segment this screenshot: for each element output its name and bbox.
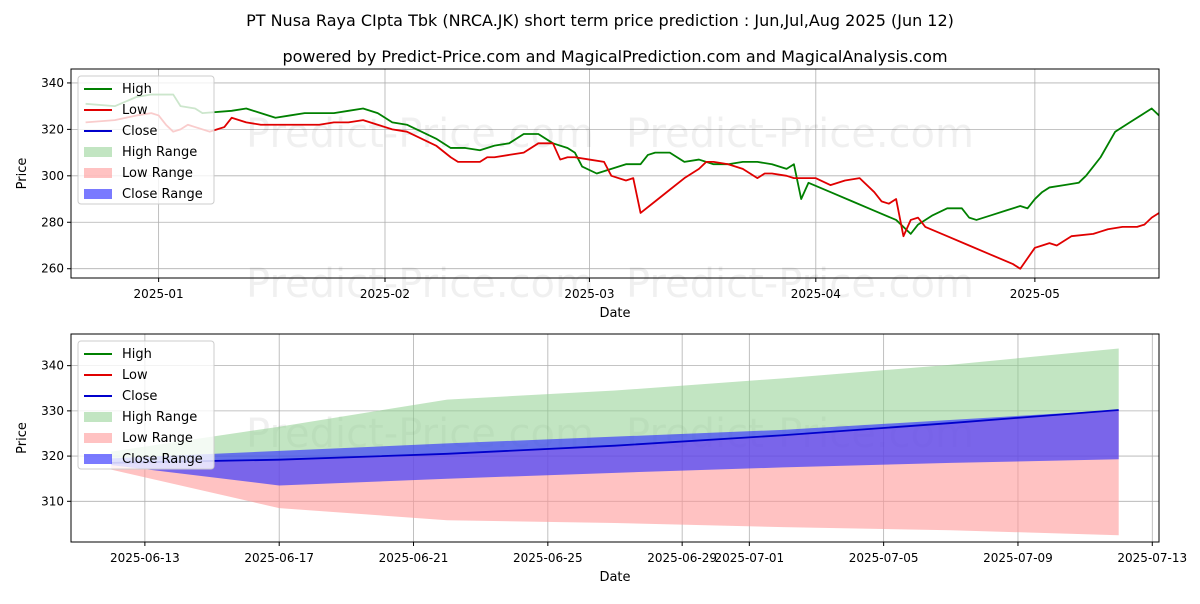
legend-label: Close — [122, 389, 157, 404]
legend-label: High — [122, 82, 152, 97]
watermark-text: Predict-Price.com — [246, 261, 594, 307]
x-tick-label: 2025-05 — [1010, 287, 1060, 301]
legend-label: Close Range — [122, 452, 203, 467]
legend-swatch — [84, 412, 112, 422]
chart-subtitle: powered by Predict-Price.com and Magical… — [282, 47, 947, 66]
plot-frame — [70, 333, 1160, 543]
x-tick-label: 2025-06-29 — [647, 551, 717, 565]
x-axis-label: Date — [599, 570, 630, 585]
legend-swatch — [84, 168, 112, 178]
top-panel: Predict-Price.com Predict-Price.com Predic… — [15, 68, 1160, 321]
legend-label: High Range — [122, 410, 197, 425]
legend-label: Low Range — [122, 166, 193, 181]
y-tick-label: 340 — [41, 359, 64, 373]
y-tick-label: 310 — [41, 494, 64, 508]
plot-area — [85, 93, 1159, 270]
y-tick-label: 340 — [41, 76, 64, 90]
chart-title: PT Nusa Raya CIpta Tbk (NRCA.JK) short t… — [246, 11, 954, 30]
plot-area — [111, 348, 1119, 536]
y-tick-label: 320 — [41, 449, 64, 463]
y-axis-label: Price — [15, 158, 30, 190]
x-tick-label: 2025-01 — [134, 287, 184, 301]
legend-label: Close — [122, 124, 157, 139]
x-tick-label: 2025-03 — [564, 287, 614, 301]
y-tick-label: 320 — [41, 122, 64, 136]
y-tick-label: 330 — [41, 404, 64, 418]
y-tick-label: 260 — [41, 262, 64, 276]
y-tick-label: 300 — [41, 169, 64, 183]
x-tick-label: 2025-02 — [360, 287, 410, 301]
x-axis-label: Date — [599, 306, 630, 321]
x-tick-label: 2025-04 — [791, 287, 841, 301]
low-series-line — [85, 112, 1159, 270]
x-tick-label: 2025-06-13 — [110, 551, 180, 565]
x-tick-label: 2025-07-09 — [983, 551, 1053, 565]
watermark-text: Predict-Price.com — [626, 261, 974, 307]
legend-swatch — [84, 189, 112, 199]
legend-label: High Range — [122, 145, 197, 160]
x-tick-label: 2025-06-21 — [379, 551, 449, 565]
legend-label: Close Range — [122, 187, 203, 202]
legend-label: High — [122, 347, 152, 362]
x-tick-label: 2025-07-05 — [849, 551, 919, 565]
x-tick-label: 2025-07-01 — [714, 551, 784, 565]
watermark-text: Predict-Price.com — [246, 111, 594, 157]
bottom-panel: Predict-Price.comPredict-Price.com2025-0… — [15, 333, 1187, 585]
x-tick-label: 2025-06-17 — [244, 551, 314, 565]
x-tick-label: 2025-06-25 — [513, 551, 583, 565]
legend-label: Low — [122, 103, 148, 118]
close-series-line — [111, 409, 1119, 464]
legend-label: Low Range — [122, 431, 193, 446]
y-tick-label: 280 — [41, 215, 64, 229]
legend-swatch — [84, 147, 112, 157]
watermark-text: Predict-Price.com — [626, 111, 974, 157]
x-tick-label: 2025-07-13 — [1117, 551, 1187, 565]
plot-frame — [70, 68, 1160, 279]
legend: High Low Close High Range Low Range Close Ran… — [77, 75, 215, 205]
legend-swatch — [84, 433, 112, 443]
legend: High Low Close High Range Low Range Close Ran… — [77, 340, 215, 470]
legend-label: Low — [122, 368, 148, 383]
y-axis-label: Price — [15, 422, 30, 454]
high-range-band — [111, 348, 1119, 463]
high-series-line — [85, 93, 1159, 235]
legend-swatch — [84, 454, 112, 464]
